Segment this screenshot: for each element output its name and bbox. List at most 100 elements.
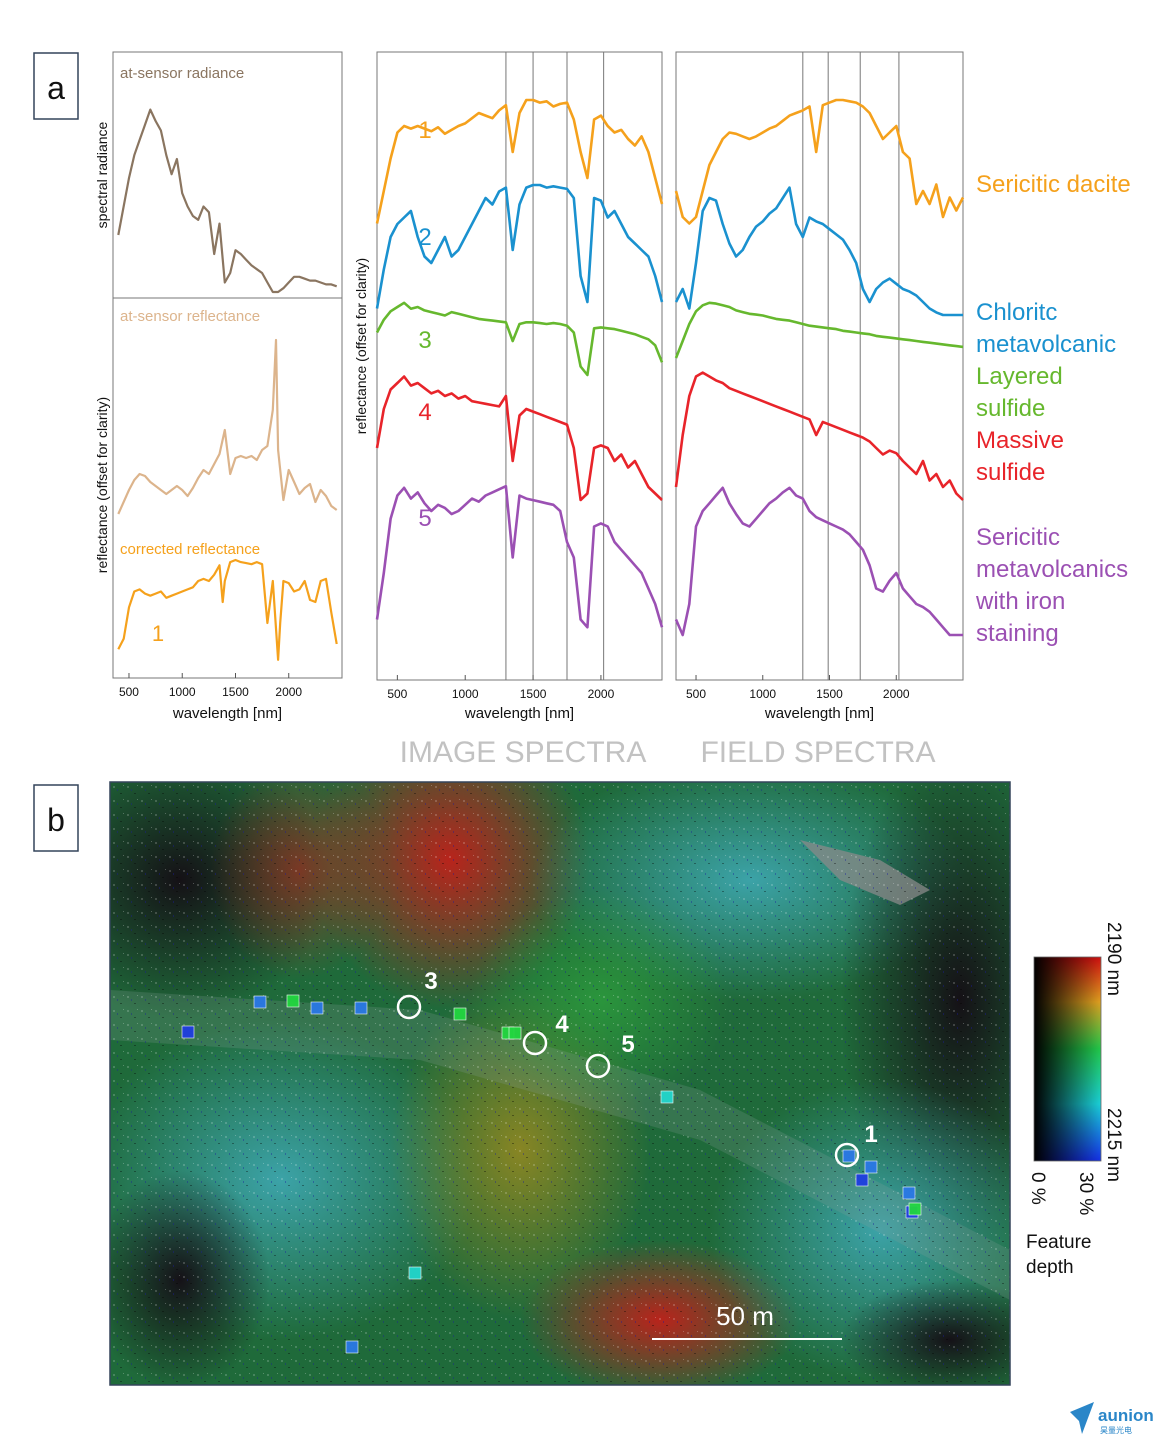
sample-marker <box>508 1026 522 1040</box>
x-axis-label: wavelength [nm] <box>172 705 282 722</box>
series-line-5 <box>674 486 963 637</box>
series-number-2: 1 <box>152 621 164 646</box>
series-line-1 <box>674 98 965 225</box>
site-label-4: 4 <box>555 1011 569 1038</box>
series-name-1: at-sensor reflectance <box>120 308 260 325</box>
site-label-5: 5 <box>621 1031 634 1058</box>
x-tick-label: 2000 <box>588 687 615 701</box>
x-tick-label: 1500 <box>816 687 843 701</box>
legend-entry-1-line-0: Chloritc <box>976 299 1057 326</box>
sample-marker <box>181 1025 195 1039</box>
sample-marker <box>864 1160 878 1174</box>
legend-entry-0-line-0: Sericitic dacite <box>976 171 1131 198</box>
logo-subtext: 昊量光电 <box>1100 1425 1132 1435</box>
colorbar-depth-shade <box>1034 957 1101 1161</box>
series-line-0 <box>117 108 338 294</box>
chart-field-spectra: 500 1000 1500 2000 wavelength [nm] <box>674 51 965 722</box>
scale-bar-label: 50 m <box>716 1301 774 1331</box>
legend-entry-1-line-1: metavolcanic <box>976 331 1116 358</box>
site-label-1: 1 <box>864 1121 877 1148</box>
x-axis-label: wavelength [nm] <box>764 705 874 722</box>
legend-entry-2-line-1: sulfide <box>976 395 1045 422</box>
map-frame <box>109 781 1011 1386</box>
series-line-3 <box>674 301 964 359</box>
sample-marker <box>908 1202 922 1216</box>
y-axis-label-reflectance: reflectance (offset for clarity) <box>94 397 110 573</box>
legend-entry-4-line-3: staining <box>976 620 1059 647</box>
series-line-3 <box>375 301 664 377</box>
sample-marker <box>345 1340 359 1354</box>
panel-b-box <box>33 784 79 852</box>
x-tick-label: 500 <box>119 685 139 699</box>
legend-entry-4-line-2: with iron <box>975 588 1065 615</box>
series-name-2: corrected reflectance <box>120 541 260 558</box>
colorbar-left-label: 0 % <box>1027 1172 1048 1205</box>
x-tick-label: 2000 <box>883 687 910 701</box>
legend-entry-4-line-0: Sericitic <box>976 524 1060 551</box>
series-number-1: 1 <box>418 117 431 144</box>
colorbar-frame <box>1033 956 1102 1162</box>
plot-frame <box>675 51 964 681</box>
y-axis-label-radiance: spectral radiance <box>94 121 110 228</box>
material-legend: Sericitic dacite Chloritc metavolcanic Laye… <box>975 171 1131 647</box>
series-number-3: 3 <box>418 327 431 354</box>
plot-frame <box>112 51 343 679</box>
series-line-2 <box>375 183 664 309</box>
logo-text: aunion <box>1098 1406 1154 1425</box>
site-label-3: 3 <box>424 968 437 995</box>
series-number-4: 4 <box>418 399 431 426</box>
site-circles: 1 3 4 5 <box>396 968 878 1168</box>
legend-entry-3-line-0: Massive <box>976 427 1064 454</box>
legend-entry-4-line-1: metavolcanics <box>976 556 1128 583</box>
chart-image-spectra: 500 1000 1500 2000 wavelength [nm] reflectanc… <box>353 51 664 722</box>
site-circle-5 <box>585 1053 611 1079</box>
x-axis-label: wavelength [nm] <box>464 705 574 722</box>
series-line-2 <box>117 558 338 661</box>
x-tick-label: 1000 <box>169 685 196 699</box>
sample-markers <box>181 994 922 1354</box>
field-spectra-title: FIELD SPECTRA <box>700 736 935 769</box>
series-line-4 <box>375 375 663 502</box>
map-panel: 1 3 4 5 50 m <box>109 781 1011 1386</box>
sample-marker <box>842 1149 856 1163</box>
x-tick-label: 1000 <box>452 687 479 701</box>
site-circle-3 <box>396 994 422 1020</box>
site-circle-1 <box>834 1142 860 1168</box>
sample-marker <box>354 1001 368 1015</box>
sample-marker <box>660 1090 674 1104</box>
sample-marker <box>453 1007 467 1021</box>
brand-logo: aunion 昊量光电 <box>1070 1402 1154 1435</box>
series-line-1 <box>117 338 338 515</box>
site-circle-4 <box>522 1030 548 1056</box>
x-tick-label: 500 <box>387 687 407 701</box>
panel-a-box <box>33 52 79 120</box>
sample-marker <box>310 1001 324 1015</box>
series-line-2 <box>674 186 963 317</box>
sample-marker <box>408 1266 422 1280</box>
colorbar-title-line2: depth <box>1026 1257 1074 1278</box>
colorbar-bottom-label: 2215 nm <box>1103 1108 1124 1182</box>
series-line-5 <box>375 484 664 629</box>
panel-a-label: a <box>47 70 65 106</box>
y-axis-label: reflectance (offset for clarity) <box>353 258 369 434</box>
series-number-2: 2 <box>418 224 431 251</box>
sample-marker <box>902 1186 916 1200</box>
logo-plane-icon <box>1070 1402 1094 1434</box>
colorbar: 2190 nm 2215 nm 0 % 30 % Feature depth <box>1026 922 1124 1278</box>
sample-marker <box>855 1173 869 1187</box>
series-line-1 <box>375 98 664 224</box>
panel-b-label: b <box>47 802 65 838</box>
series-number-5: 5 <box>418 505 431 532</box>
sample-marker <box>253 995 267 1009</box>
series-name-0: at-sensor radiance <box>120 65 244 82</box>
sample-marker <box>286 994 300 1008</box>
colorbar-top-label: 2190 nm <box>1103 922 1124 996</box>
series-line-4 <box>674 371 964 501</box>
x-tick-label: 500 <box>686 687 706 701</box>
x-tick-label: 1500 <box>222 685 249 699</box>
image-spectra-title: IMAGE SPECTRA <box>400 736 647 769</box>
x-tick-label: 1500 <box>520 687 547 701</box>
colorbar-title-line1: Feature <box>1026 1232 1091 1253</box>
chart-left-panel: 500 1000 1500 2000 wavelength [nm] spectral r… <box>94 51 343 722</box>
